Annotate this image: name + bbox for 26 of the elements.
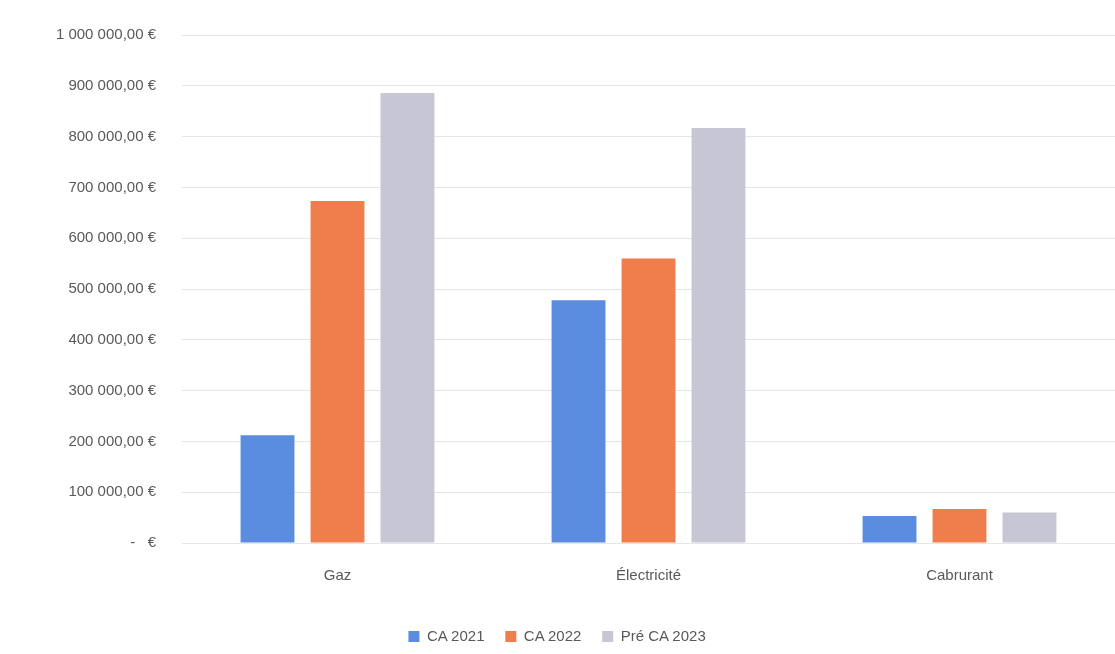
y-tick-label: 600 000,00 € — [68, 228, 157, 246]
y-tick-label: - € — [130, 533, 157, 551]
y-tick-label: 500 000,00 € — [68, 279, 157, 297]
bar — [310, 201, 365, 543]
legend-label: CA 2021 — [426, 626, 485, 644]
x-tick-label: Électricité — [615, 566, 682, 584]
legend-label: CA 2022 — [523, 626, 582, 644]
y-tick-label: 200 000,00 € — [68, 431, 157, 449]
y-tick-label: 300 000,00 € — [68, 380, 157, 398]
bar — [1002, 512, 1057, 543]
bar — [380, 92, 435, 543]
legend-label: Pré CA 2023 — [620, 626, 706, 644]
bar — [551, 300, 606, 543]
bar — [862, 516, 917, 543]
bar — [621, 258, 676, 543]
bar — [691, 127, 746, 543]
y-tick-label: 100 000,00 € — [68, 482, 157, 500]
y-tick-label: 400 000,00 € — [68, 329, 157, 347]
y-tick-label: 900 000,00 € — [68, 75, 157, 93]
x-tick-label: Gaz — [323, 566, 352, 584]
bar — [240, 435, 295, 543]
y-tick-label: 1 000 000,00 € — [55, 25, 157, 43]
y-tick-label: 800 000,00 € — [68, 126, 157, 144]
bar — [932, 508, 987, 543]
x-tick-label: Cabrurant — [926, 566, 994, 584]
y-tick-label: 700 000,00 € — [68, 177, 157, 195]
